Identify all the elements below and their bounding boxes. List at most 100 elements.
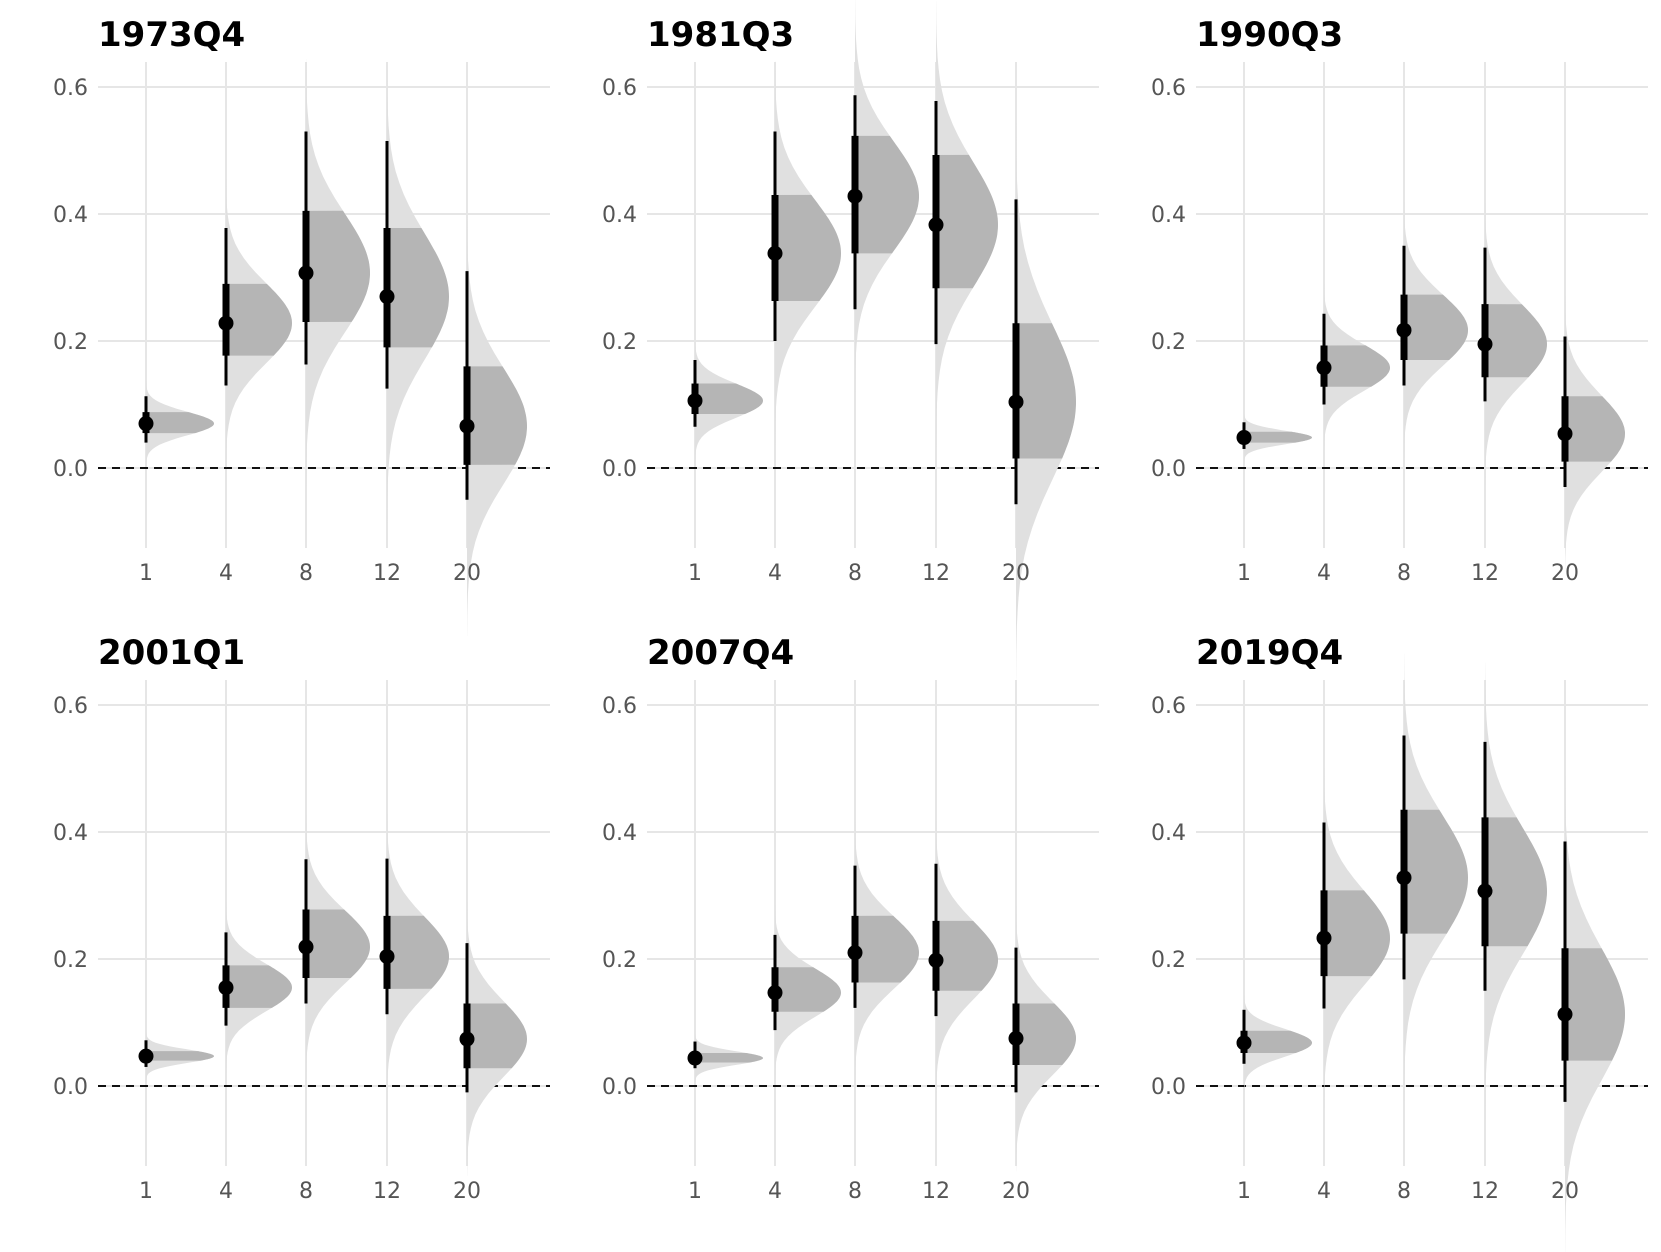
x-tick-label: 1 (139, 1179, 153, 1204)
median-point (928, 952, 944, 968)
y-tick-label: 0.6 (1151, 694, 1186, 719)
x-tick-label: 8 (299, 561, 313, 586)
density-inner (387, 227, 449, 348)
median-point (138, 1048, 154, 1064)
y-tick-label: 0.6 (602, 694, 637, 719)
x-tick-label: 12 (373, 561, 401, 586)
panel-title: 2007Q4 (647, 633, 794, 673)
density-inner (387, 915, 449, 989)
x-tick-label: 8 (1397, 1179, 1411, 1204)
y-tick-label: 0.4 (53, 821, 88, 846)
x-tick-label: 4 (768, 561, 782, 586)
density-inner (1404, 809, 1468, 934)
median-point (1236, 430, 1252, 446)
median-point (767, 245, 783, 261)
x-tick-label: 1 (688, 1179, 702, 1204)
median-point (1557, 1006, 1573, 1022)
density-inner (1565, 948, 1625, 1061)
density-inner (775, 194, 841, 301)
panel-1973q4: 1973Q4 0.0 0.2 0.4 0.6 1 4 8 12 20 (53, 15, 550, 637)
panel-title: 1990Q3 (1196, 15, 1343, 55)
y-tick-label: 0.0 (53, 1075, 88, 1100)
median-point (1236, 1035, 1252, 1051)
panel-2001q1: 2001Q1 0.0 0.2 0.4 0.6 1 4 8 12 20 (53, 633, 550, 1204)
panel-title: 1981Q3 (647, 15, 794, 55)
median-point (1477, 336, 1493, 352)
median-point (1316, 360, 1332, 376)
panel-2019q4: 2019Q4 0.0 0.2 0.4 0.6 1 4 8 12 20 (1151, 633, 1648, 1252)
x-tick-label: 1 (139, 561, 153, 586)
median-point (459, 1031, 475, 1047)
density-inner (855, 135, 919, 254)
y-tick-label: 0.2 (602, 948, 637, 973)
y-tick-label: 0.6 (602, 76, 637, 101)
density-inner (467, 1003, 527, 1069)
density-inner (1404, 294, 1468, 361)
density-inner (855, 915, 919, 983)
x-tick-label: 20 (1002, 561, 1030, 586)
x-tick-label: 12 (373, 1179, 401, 1204)
density-inner (1324, 345, 1390, 387)
median-point (379, 289, 395, 305)
median-point (847, 188, 863, 204)
x-tick-label: 4 (1317, 1179, 1331, 1204)
density-inner (467, 366, 527, 465)
x-tick-label: 4 (1317, 561, 1331, 586)
panel-1990q3: 1990Q3 0.0 0.2 0.4 0.6 1 4 8 12 20 (1151, 15, 1648, 586)
median-point (847, 945, 863, 961)
x-tick-label: 12 (1471, 561, 1499, 586)
panel-title: 2001Q1 (98, 633, 245, 673)
y-tick-label: 0.2 (53, 948, 88, 973)
y-tick-label: 0.4 (602, 203, 637, 228)
x-tick-label: 20 (1002, 1179, 1030, 1204)
median-point (687, 393, 703, 409)
density-inner (306, 909, 370, 979)
x-tick-label: 1 (688, 561, 702, 586)
x-tick-label: 20 (1551, 1179, 1579, 1204)
density-inner (695, 383, 763, 415)
density-inner (1485, 817, 1547, 947)
x-tick-label: 20 (453, 1179, 481, 1204)
x-tick-label: 1 (1237, 1179, 1251, 1204)
median-point (459, 418, 475, 434)
median-point (298, 265, 314, 281)
median-point (218, 315, 234, 331)
x-tick-label: 8 (1397, 561, 1411, 586)
panel-2007q4: 2007Q4 0.0 0.2 0.4 0.6 1 4 8 12 20 (602, 633, 1099, 1204)
y-tick-label: 0.0 (1151, 457, 1186, 482)
median-point (1557, 426, 1573, 442)
y-tick-label: 0.2 (602, 330, 637, 355)
density-inner (936, 920, 998, 991)
y-tick-label: 0.4 (602, 821, 637, 846)
x-tick-label: 1 (1237, 561, 1251, 586)
x-tick-label: 8 (848, 1179, 862, 1204)
density-inner (146, 1051, 214, 1061)
median-point (1396, 322, 1412, 338)
median-point (1477, 883, 1493, 899)
density-inner (1324, 890, 1390, 977)
x-tick-label: 20 (453, 561, 481, 586)
median-point (1008, 394, 1024, 410)
median-point (687, 1050, 703, 1066)
y-tick-label: 0.2 (1151, 330, 1186, 355)
median-point (767, 985, 783, 1001)
density-inner (226, 965, 292, 1008)
density-inner (695, 1052, 763, 1063)
x-tick-label: 4 (768, 1179, 782, 1204)
x-tick-label: 8 (299, 1179, 313, 1204)
x-tick-label: 12 (922, 1179, 950, 1204)
y-tick-label: 0.0 (1151, 1075, 1186, 1100)
median-point (1008, 1030, 1024, 1046)
y-tick-label: 0.0 (602, 457, 637, 482)
density-inner (936, 154, 998, 289)
median-point (218, 980, 234, 996)
median-point (928, 217, 944, 233)
density-inner (1565, 396, 1625, 462)
x-tick-label: 12 (922, 561, 950, 586)
panel-title: 2019Q4 (1196, 633, 1343, 673)
median-point (138, 416, 154, 432)
density-inner (775, 967, 841, 1012)
panel-title: 1973Q4 (98, 15, 245, 55)
y-tick-label: 0.4 (1151, 821, 1186, 846)
y-tick-label: 0.2 (1151, 948, 1186, 973)
